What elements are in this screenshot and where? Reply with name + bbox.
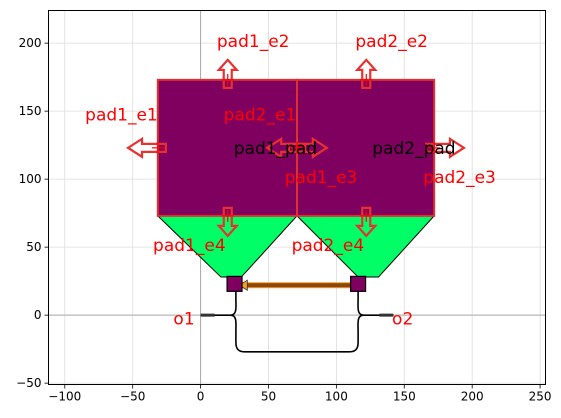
- component-geometry: [156, 78, 436, 353]
- pad1_e4-label: pad1_e4: [153, 236, 226, 256]
- pad2_e4-arrow: [354, 206, 378, 238]
- waveguide-loop: [200, 314, 394, 353]
- pad2_e2-label: pad2_e2: [355, 32, 428, 52]
- pad1_e1-arrow: [125, 136, 167, 159]
- via-contact-2: [350, 275, 367, 292]
- heater-strip: [240, 282, 359, 289]
- pad2_e1-arrow: [265, 136, 307, 159]
- plot-frame: [48, 10, 546, 385]
- y-tick-label: 50: [26, 240, 41, 254]
- heater-taper-left: [238, 279, 248, 291]
- pad1_e1-label: pad1_e1: [85, 106, 158, 126]
- waveguide-arms: [230, 287, 364, 316]
- pad2_e3-arrow: [425, 136, 466, 159]
- port-labels: pad1_pad pad2_padpad1_e1pad1_e2pad1_e3pad…: [85, 32, 496, 329]
- x-tick-label: 150: [393, 390, 416, 404]
- pad1_pad-label: pad1_pad: [234, 139, 317, 159]
- pad2_e1-label: pad2_e1: [224, 106, 297, 126]
- pad1_e4-arrow: [216, 206, 240, 238]
- x-tick-label: 50: [261, 390, 276, 404]
- pad1_e2-arrow: [216, 58, 240, 89]
- optical-port-stub: [379, 313, 394, 317]
- pad2_e2-arrow: [354, 58, 378, 89]
- o1-label: o1: [173, 310, 194, 330]
- x-tick-label: 100: [325, 390, 348, 404]
- via-contact-1: [226, 275, 243, 292]
- y-tick-label: 0: [34, 308, 42, 322]
- pad1_e2-label: pad1_e2: [217, 32, 290, 52]
- y-tick-label: 200: [19, 36, 42, 50]
- o2-label: o2: [392, 310, 413, 330]
- y-tick-label: 100: [19, 172, 42, 186]
- pad2_e3-label: pad2_e3: [423, 168, 496, 188]
- x-tick-label: −50: [120, 390, 145, 404]
- x-tick-label: −100: [48, 390, 81, 404]
- y-tick-label: −50: [16, 376, 41, 390]
- y-tick-label: 150: [19, 104, 42, 118]
- axes-frame: [48, 10, 546, 385]
- pad2_pad-label: pad2_pad: [372, 139, 455, 159]
- pad2_e4-label: pad2_e4: [292, 236, 365, 256]
- x-tick-label: 250: [529, 390, 552, 404]
- pad1_e3-label: pad1_e3: [285, 168, 358, 188]
- tick-labels: −100 −50 0 50 100 150 200 250 −50 0 50 100 150 200: [16, 36, 551, 403]
- x-tick-label: 0: [197, 390, 205, 404]
- optical-port-stub: [200, 313, 215, 317]
- x-tick-label: 200: [461, 390, 484, 404]
